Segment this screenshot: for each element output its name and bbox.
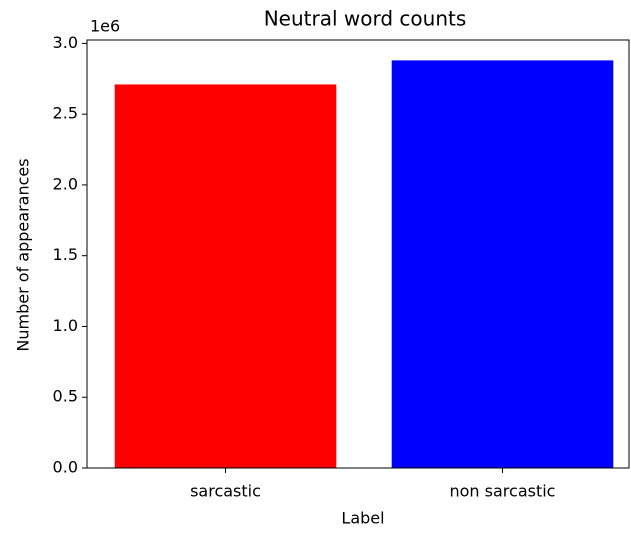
axes-frame [86, 39, 630, 469]
y-offset-label: 1e6 [90, 17, 120, 36]
y-tick-label: 1.0 [53, 316, 78, 335]
y-axis-label: Number of appearances [14, 158, 33, 351]
bar [391, 60, 614, 468]
chart-title: Neutral word counts [264, 7, 467, 31]
bar [114, 84, 337, 468]
x-axis-label: Label [341, 509, 384, 528]
y-tick-label: 0.5 [53, 387, 78, 406]
y-tick-label: 3.0 [53, 33, 78, 52]
y-tick-label: 1.5 [53, 245, 78, 264]
y-tick-label: 2.5 [53, 104, 78, 123]
y-tick-label: 0.0 [53, 458, 78, 477]
y-tick-label: 2.0 [53, 174, 78, 193]
x-tick-label: sarcastic [190, 482, 261, 501]
x-tick-label: non sarcastic [450, 482, 556, 501]
